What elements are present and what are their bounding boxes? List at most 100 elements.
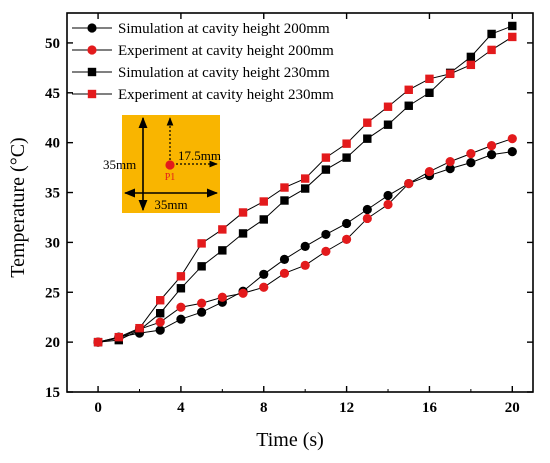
data-point [321, 153, 331, 162]
data-point [300, 174, 310, 183]
data-point [342, 139, 351, 148]
data-point [279, 254, 290, 264]
data-point [238, 208, 248, 217]
x-tick-label-5: 20 [505, 400, 520, 416]
legend-marker-3 [87, 89, 97, 99]
data-point [342, 153, 351, 162]
y-tick-label-0: 15 [45, 385, 60, 401]
x-tick-label-2: 8 [260, 400, 268, 416]
data-point [114, 332, 123, 342]
legend: Simulation at cavity height 200mm Experim… [72, 21, 334, 103]
y-tick-label-1: 20 [45, 335, 60, 351]
data-point [486, 150, 497, 160]
y-tick-label-3: 30 [45, 235, 60, 251]
data-point [218, 225, 227, 234]
data-point [155, 317, 165, 327]
data-point [466, 149, 476, 159]
data-point [466, 158, 476, 168]
data-point [197, 298, 207, 308]
y-tick-label-4: 35 [45, 186, 60, 202]
x-tick-label-4: 16 [422, 400, 438, 416]
data-point [466, 52, 476, 62]
data-point [93, 337, 103, 347]
data-point [156, 296, 165, 305]
data-point [363, 134, 372, 143]
legend-marker-1 [87, 45, 97, 55]
data-point [259, 215, 268, 224]
data-point [487, 45, 496, 55]
data-point [280, 183, 289, 192]
legend-label-3: Experiment at cavity height 230mm [118, 87, 334, 103]
data-point [300, 260, 310, 270]
data-point [362, 213, 372, 224]
legend-marker-0 [87, 23, 97, 33]
data-point [404, 178, 414, 189]
data-point [259, 282, 269, 292]
data-point [424, 166, 435, 177]
data-point [466, 60, 476, 70]
x-tick-label-3: 12 [339, 400, 354, 416]
data-point [508, 32, 517, 42]
data-point [383, 199, 393, 210]
data-point [445, 69, 455, 79]
inset-height-label: 35mm [103, 157, 136, 172]
data-point [363, 118, 372, 127]
data-point [135, 323, 144, 333]
data-point [362, 204, 372, 215]
data-point [300, 184, 310, 193]
data-point [238, 229, 248, 238]
data-point [156, 309, 165, 318]
data-point [404, 85, 413, 94]
x-axis-label: Time (s) [256, 429, 324, 451]
y-tick-label-5: 40 [45, 136, 60, 152]
data-point [321, 229, 331, 240]
data-point [197, 239, 206, 248]
data-point [425, 88, 434, 97]
legend-label-1: Experiment at cavity height 200mm [118, 43, 334, 59]
y-tick-label-7: 50 [45, 36, 60, 52]
inset-width-label: 35mm [154, 197, 187, 212]
data-point [425, 74, 434, 84]
data-point [238, 288, 248, 298]
data-point [259, 269, 269, 279]
x-tick-label-0: 0 [94, 400, 102, 416]
data-point [300, 241, 310, 251]
data-point [176, 314, 186, 324]
data-point [218, 246, 227, 255]
data-point [176, 284, 186, 293]
data-point [197, 262, 206, 271]
legend-label-2: Simulation at cavity height 230mm [118, 65, 330, 81]
data-point [487, 29, 496, 39]
data-point [279, 268, 290, 278]
inset-point-label: P1 [165, 172, 176, 183]
data-point [280, 196, 289, 205]
data-point [217, 292, 227, 302]
data-point [176, 302, 186, 312]
legend-label-0: Simulation at cavity height 200mm [118, 21, 330, 37]
inset-point-p1 [165, 160, 175, 170]
data-point [155, 325, 165, 335]
plot-frame [66, 12, 534, 393]
data-point [383, 120, 393, 129]
inset-offset-label: 17.5mm [178, 148, 221, 163]
legend-marker-2 [87, 67, 97, 77]
data-point [342, 234, 352, 245]
data-point [507, 147, 517, 157]
data-point [445, 163, 455, 174]
y-tick-label-6: 45 [45, 86, 60, 102]
data-point [321, 165, 331, 174]
data-point [342, 218, 352, 229]
data-point [486, 141, 497, 151]
y-axis-label: Temperature (°C) [7, 137, 29, 277]
data-point [507, 134, 517, 144]
data-point [508, 21, 517, 31]
data-point [383, 190, 393, 201]
data-point [176, 272, 186, 281]
x-tick-label-1: 4 [177, 400, 185, 416]
data-point [197, 307, 207, 317]
data-point [259, 197, 268, 206]
plot-layer: 0 4 8 12 16 20 15 20 25 30 35 40 45 50 Time (s) Tempera… [7, 12, 534, 451]
series-3 [93, 32, 517, 347]
